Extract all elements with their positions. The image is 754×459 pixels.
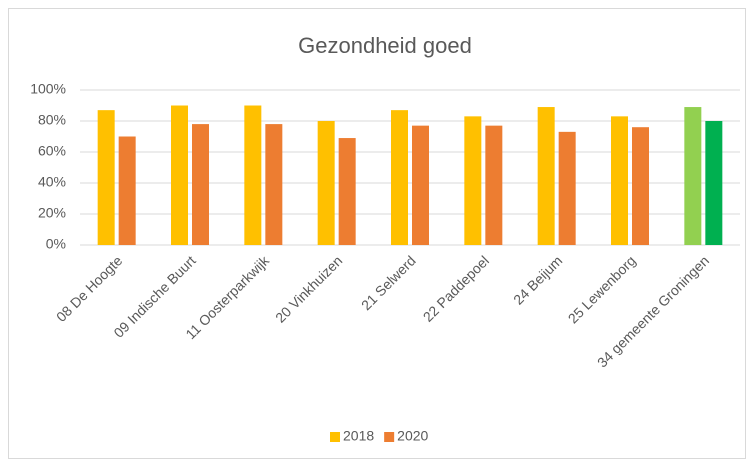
bar [338,138,356,245]
y-tick-label: 0% [46,236,66,252]
bar [705,121,723,245]
bar [265,124,283,245]
bar [485,125,503,245]
chart-title: Gezondheid goed [298,33,472,58]
bar [558,131,576,245]
bar [192,124,209,245]
y-tick-label: 40% [38,174,66,190]
bar [244,105,262,245]
legend-swatch [384,432,395,442]
bar [317,121,335,245]
legend-label: 2020 [397,428,428,444]
y-tick-label: 60% [38,143,66,159]
bar [118,136,136,245]
bar [412,125,429,245]
bar [464,116,482,245]
bar [611,116,628,245]
y-tick-label: 20% [38,205,66,221]
bar [632,127,649,245]
bar [537,107,555,245]
bar [684,107,702,245]
legend-swatch [330,432,340,442]
bar [171,105,188,245]
bar [97,110,115,246]
legend-label: 2018 [343,428,374,444]
bar [391,110,408,246]
y-tick-label: 100% [30,81,66,97]
y-tick-label: 80% [38,112,66,128]
